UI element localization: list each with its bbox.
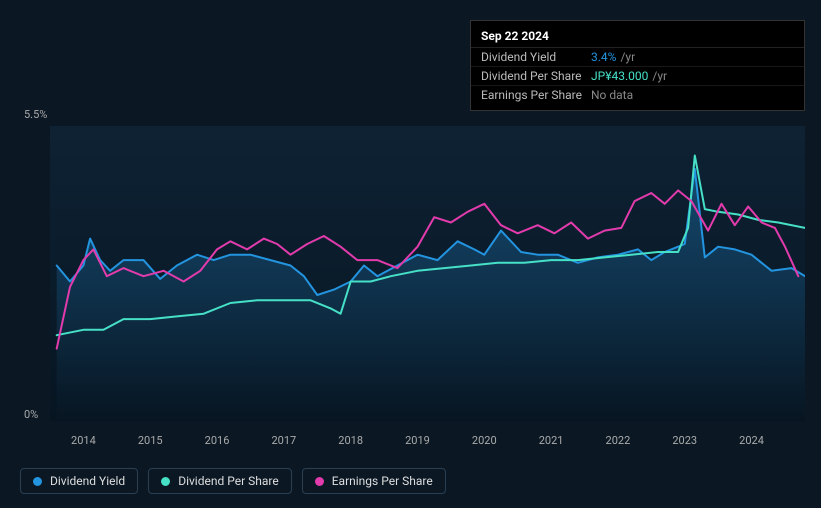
x-axis-tick: 2018 <box>338 434 363 447</box>
series-area-dividend-yield <box>57 169 805 421</box>
legend-item-label: Dividend Per Share <box>178 474 279 488</box>
x-axis-tick: 2015 <box>138 434 163 447</box>
tooltip-row-label: Dividend Yield <box>481 50 591 64</box>
tooltip-row-value: JP¥43.000/yr <box>591 69 667 83</box>
x-axis-tick: 2020 <box>472 434 497 447</box>
legend-item-earnings-per-share[interactable]: Earnings Per Share <box>302 468 446 494</box>
y-axis-max-label: 5.5% <box>24 108 47 121</box>
x-axis-tick: 2023 <box>672 434 697 447</box>
tooltip-row: Dividend Per ShareJP¥43.000/yr <box>471 67 804 86</box>
x-axis-tick: 2016 <box>205 434 230 447</box>
tooltip-row-value: 3.4%/yr <box>591 50 635 64</box>
legend-item-dividend-per-share[interactable]: Dividend Per Share <box>148 468 292 494</box>
x-axis-tick: 2021 <box>539 434 564 447</box>
legend-item-dividend-yield[interactable]: Dividend Yield <box>20 468 138 494</box>
tooltip-row: Dividend Yield3.4%/yr <box>471 48 804 67</box>
legend-item-label: Dividend Yield <box>50 474 125 488</box>
tooltip-row-label: Earnings Per Share <box>481 88 591 102</box>
y-axis-min-label: 0% <box>24 408 38 421</box>
legend-dot-icon <box>315 477 324 486</box>
legend-dot-icon <box>161 477 170 486</box>
plot-area[interactable] <box>50 126 805 421</box>
tooltip-row-label: Dividend Per Share <box>481 69 591 83</box>
x-axis-tick: 2022 <box>606 434 631 447</box>
legend-item-label: Earnings Per Share <box>332 474 433 488</box>
legend-dot-icon <box>33 477 42 486</box>
legend: Dividend Yield Dividend Per Share Earnings… <box>20 468 446 494</box>
x-axis: 2014 2015 2016 2017 2018 2019 2020 2021 2022 2023… <box>50 434 805 452</box>
x-axis-tick: 2019 <box>405 434 430 447</box>
chart-container: 5.5% 0% Past 201420152016201720182019202… <box>0 108 821 448</box>
tooltip-title: Sep 22 2024 <box>471 27 804 48</box>
x-axis-tick: 2014 <box>71 434 96 447</box>
tooltip-box: Sep 22 2024 Dividend Yield3.4%/yrDividen… <box>470 20 805 111</box>
x-axis-tick: 2024 <box>739 434 764 447</box>
x-axis-tick: 2017 <box>271 434 296 447</box>
tooltip-row: Earnings Per ShareNo data <box>471 86 804 104</box>
tooltip-row-value: No data <box>591 88 633 102</box>
